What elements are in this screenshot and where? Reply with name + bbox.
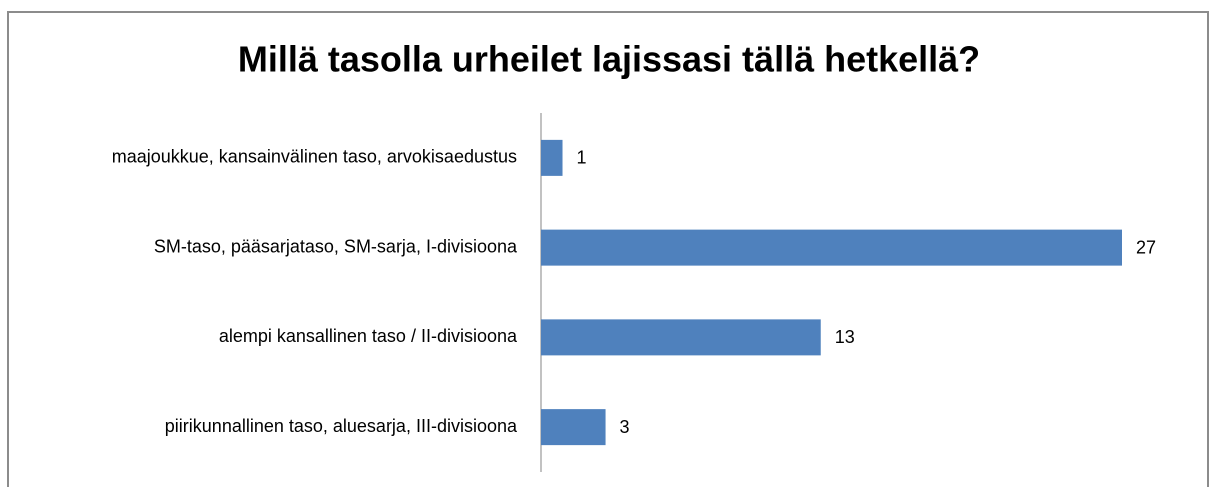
bar <box>541 139 563 176</box>
data-label: 13 <box>835 327 855 347</box>
y-tick-label: SM-taso, pääsarjataso, SM-sarja, I-divis… <box>154 236 518 256</box>
chart-title: Millä tasolla urheilet lajissasi tällä h… <box>238 39 980 80</box>
y-tick-label: alempi kansallinen taso / II-divisioona <box>219 326 518 346</box>
data-label: 1 <box>577 148 587 168</box>
bar <box>541 409 606 446</box>
data-label: 3 <box>620 417 630 437</box>
y-tick-label: maajoukkue, kansainvälinen taso, arvokis… <box>112 147 517 167</box>
data-label: 27 <box>1136 237 1156 257</box>
y-tick-label: piirikunnallinen taso, aluesarja, III-di… <box>165 416 518 436</box>
bar <box>541 229 1122 266</box>
bar <box>541 319 821 356</box>
